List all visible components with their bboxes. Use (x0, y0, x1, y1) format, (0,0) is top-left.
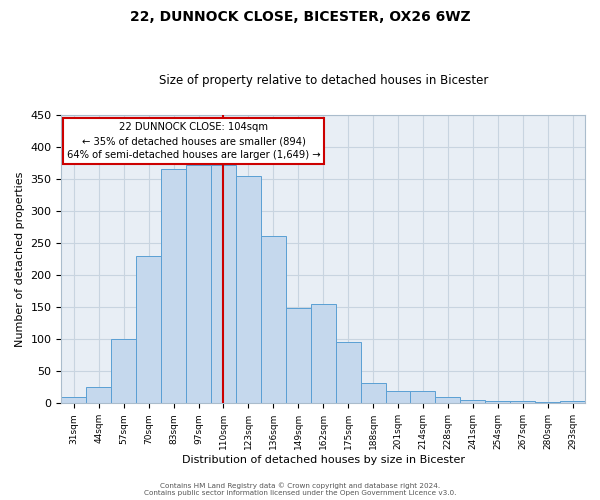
Text: 22 DUNNOCK CLOSE: 104sqm
← 35% of detached houses are smaller (894)
64% of semi-: 22 DUNNOCK CLOSE: 104sqm ← 35% of detach… (67, 122, 320, 160)
Bar (386, 390, 410, 404)
Bar (211, 164, 236, 404)
Y-axis label: Number of detached properties: Number of detached properties (15, 172, 25, 346)
Bar (335, 342, 361, 404)
Bar (436, 397, 460, 404)
Bar (510, 401, 535, 404)
Bar (236, 176, 261, 404)
Bar (460, 400, 485, 404)
Bar (136, 256, 161, 404)
Bar (86, 388, 111, 404)
Bar (560, 401, 585, 404)
Text: 22, DUNNOCK CLOSE, BICESTER, OX26 6WZ: 22, DUNNOCK CLOSE, BICESTER, OX26 6WZ (130, 10, 470, 24)
Text: Contains public sector information licensed under the Open Government Licence v3: Contains public sector information licen… (144, 490, 456, 496)
Title: Size of property relative to detached houses in Bicester: Size of property relative to detached ho… (158, 74, 488, 87)
Bar (361, 383, 386, 404)
X-axis label: Distribution of detached houses by size in Bicester: Distribution of detached houses by size … (182, 455, 465, 465)
Bar (286, 308, 311, 404)
Bar (111, 339, 136, 404)
Bar (535, 402, 560, 404)
Bar (410, 390, 436, 404)
Text: Contains HM Land Registry data © Crown copyright and database right 2024.: Contains HM Land Registry data © Crown c… (160, 482, 440, 489)
Bar (311, 304, 335, 404)
Bar (485, 401, 510, 404)
Bar (261, 236, 286, 404)
Bar (161, 169, 186, 404)
Bar (61, 397, 86, 404)
Bar (186, 164, 211, 404)
